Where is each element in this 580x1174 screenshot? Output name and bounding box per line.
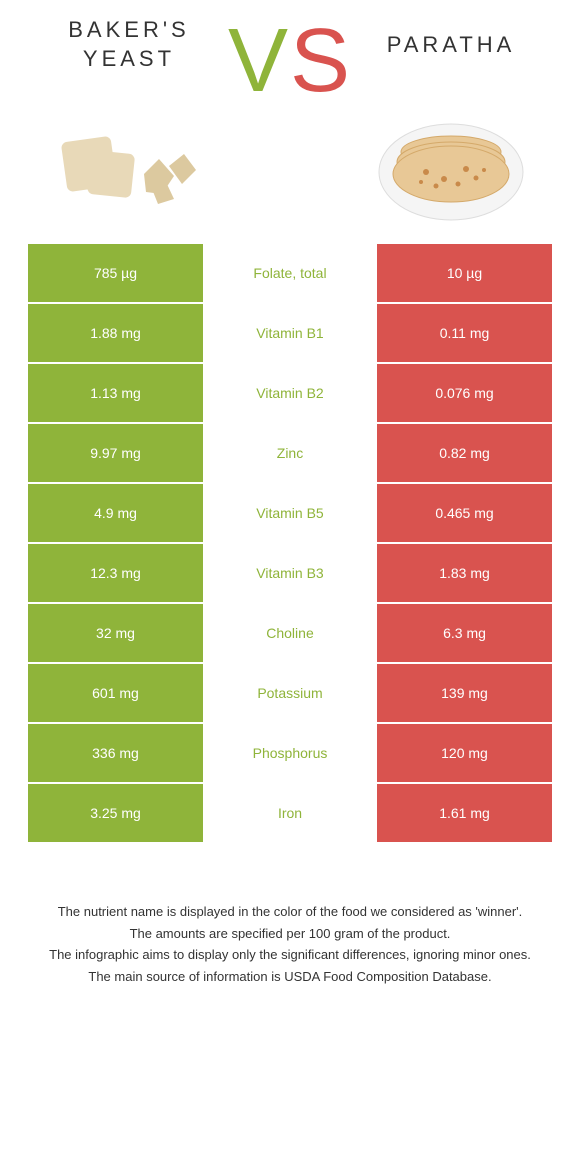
left-value-cell: 4.9 mg: [28, 484, 203, 542]
left-food-title: BAKER'S YEAST: [30, 10, 228, 80]
left-value-cell: 12.3 mg: [28, 544, 203, 602]
nutrient-label-cell: Vitamin B1: [203, 304, 377, 362]
right-value-cell: 0.465 mg: [377, 484, 552, 542]
table-row: 1.13 mgVitamin B20.076 mg: [28, 364, 552, 422]
right-value-cell: 139 mg: [377, 664, 552, 722]
nutrient-label-cell: Folate, total: [203, 244, 377, 302]
left-value-cell: 32 mg: [28, 604, 203, 662]
footer-line-3: The infographic aims to display only the…: [30, 945, 550, 965]
table-row: 4.9 mgVitamin B50.465 mg: [28, 484, 552, 542]
right-value-cell: 1.83 mg: [377, 544, 552, 602]
right-value-cell: 10 µg: [377, 244, 552, 302]
footer-line-1: The nutrient name is displayed in the co…: [30, 902, 550, 922]
yeast-image: [44, 104, 214, 224]
table-row: 32 mgCholine6.3 mg: [28, 604, 552, 662]
nutrient-label-cell: Iron: [203, 784, 377, 842]
nutrient-label-cell: Vitamin B3: [203, 544, 377, 602]
footer-notes: The nutrient name is displayed in the co…: [30, 902, 550, 986]
right-value-cell: 6.3 mg: [377, 604, 552, 662]
paratha-icon: [366, 104, 536, 224]
nutrient-label-cell: Phosphorus: [203, 724, 377, 782]
nutrient-label-cell: Zinc: [203, 424, 377, 482]
comparison-header: BAKER'S YEAST VS PARATHA: [0, 0, 580, 224]
left-value-cell: 785 µg: [28, 244, 203, 302]
right-value-cell: 0.82 mg: [377, 424, 552, 482]
right-value-cell: 0.11 mg: [377, 304, 552, 362]
vs-letter-v: V: [228, 11, 290, 111]
vs-letter-s: S: [290, 11, 352, 111]
table-row: 336 mgPhosphorus120 mg: [28, 724, 552, 782]
left-value-cell: 336 mg: [28, 724, 203, 782]
left-value-cell: 1.13 mg: [28, 364, 203, 422]
nutrient-label-cell: Vitamin B5: [203, 484, 377, 542]
left-value-cell: 601 mg: [28, 664, 203, 722]
left-value-cell: 3.25 mg: [28, 784, 203, 842]
vs-text: VS: [228, 10, 352, 113]
table-row: 12.3 mgVitamin B31.83 mg: [28, 544, 552, 602]
right-value-cell: 0.076 mg: [377, 364, 552, 422]
left-food-column: BAKER'S YEAST: [30, 10, 228, 224]
footer-line-2: The amounts are specified per 100 gram o…: [30, 924, 550, 944]
nutrient-label-cell: Choline: [203, 604, 377, 662]
right-food-title: PARATHA: [387, 10, 516, 80]
table-row: 3.25 mgIron1.61 mg: [28, 784, 552, 842]
paratha-image: [366, 104, 536, 224]
table-row: 785 µgFolate, total10 µg: [28, 244, 552, 302]
left-value-cell: 9.97 mg: [28, 424, 203, 482]
nutrient-label-cell: Vitamin B2: [203, 364, 377, 422]
right-food-column: PARATHA: [352, 10, 550, 224]
right-value-cell: 120 mg: [377, 724, 552, 782]
vs-column: VS: [228, 10, 352, 143]
yeast-icon: [44, 104, 214, 224]
footer-line-4: The main source of information is USDA F…: [30, 967, 550, 987]
right-value-cell: 1.61 mg: [377, 784, 552, 842]
table-row: 601 mgPotassium139 mg: [28, 664, 552, 722]
table-row: 9.97 mgZinc0.82 mg: [28, 424, 552, 482]
nutrient-label-cell: Potassium: [203, 664, 377, 722]
left-value-cell: 1.88 mg: [28, 304, 203, 362]
nutrient-table: 785 µgFolate, total10 µg1.88 mgVitamin B…: [28, 244, 552, 842]
table-row: 1.88 mgVitamin B10.11 mg: [28, 304, 552, 362]
